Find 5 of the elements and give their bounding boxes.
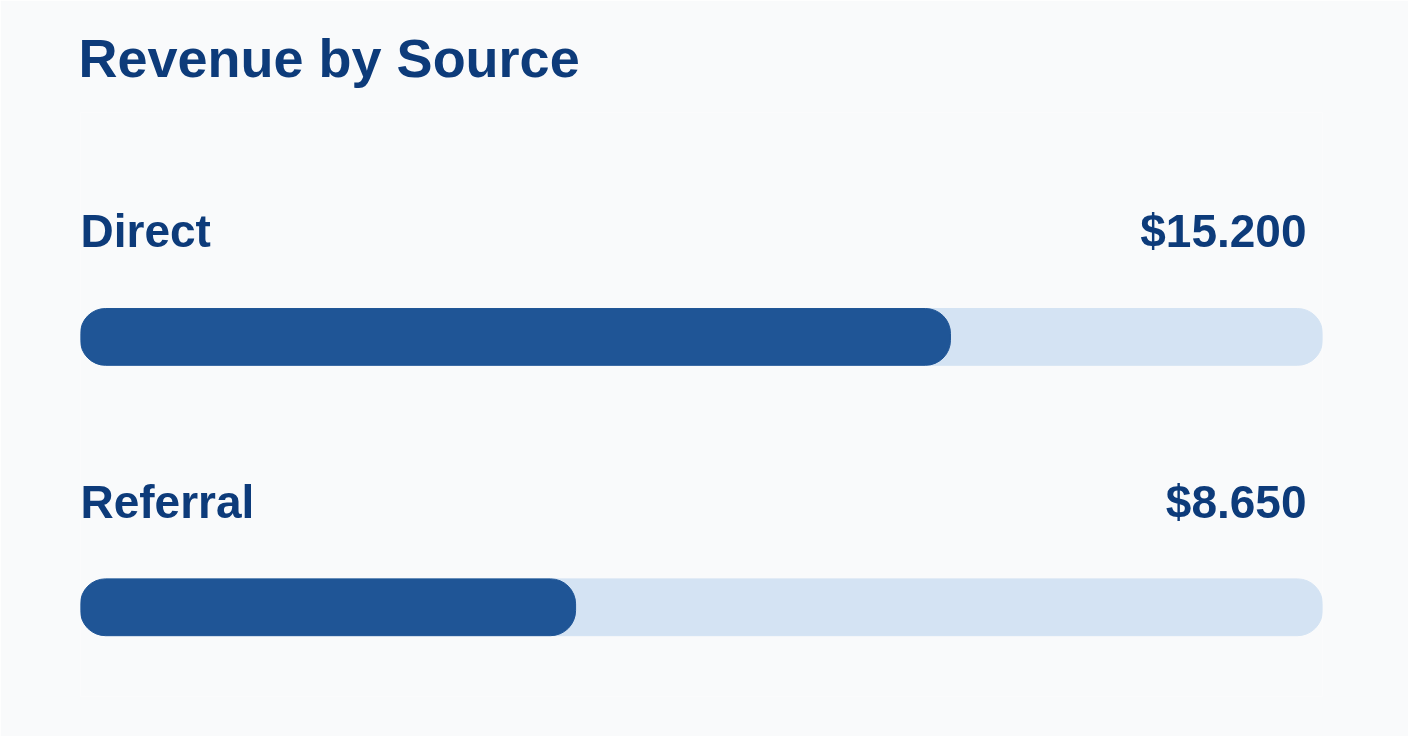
data-label: $8.650 [1165,475,1307,528]
y-tick-label: Referral [80,475,255,528]
data-label: $15.200 [1140,205,1307,258]
y-tick-label: Direct [80,205,211,258]
chart-title: Revenue by Source [78,27,580,88]
